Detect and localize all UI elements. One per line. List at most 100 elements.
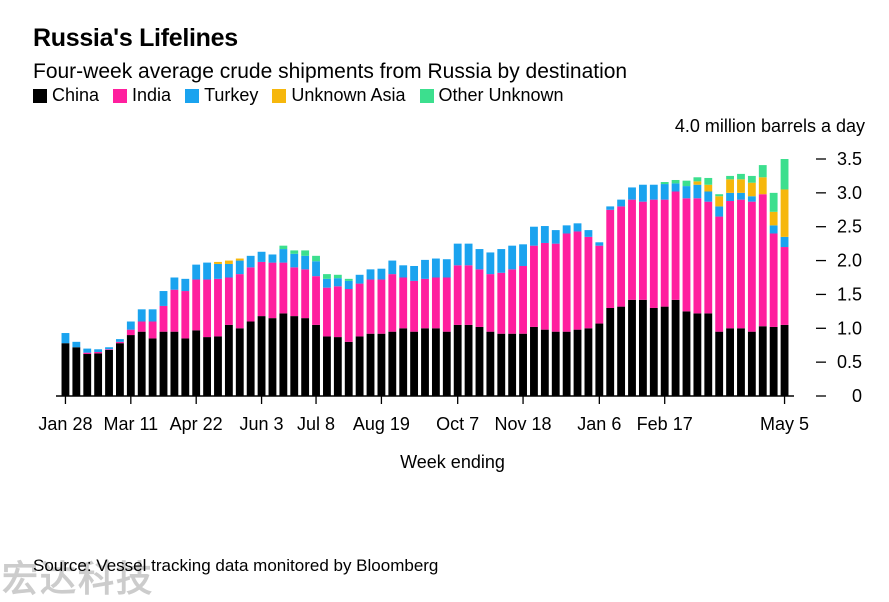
- bar-segment-india: [344, 289, 353, 342]
- bar-segment-india: [116, 341, 124, 344]
- bar-segment-china: [464, 324, 473, 396]
- y-tick-label: 3.5: [837, 149, 862, 169]
- bar-segment-turkey: [464, 243, 473, 266]
- bar-segment-china: [366, 333, 375, 396]
- bar-segment-china: [410, 331, 419, 396]
- bar-segment-india: [584, 236, 593, 329]
- x-tick-label: Feb 17: [637, 414, 693, 434]
- bar-segment-china: [72, 347, 81, 396]
- bar-segment-turkey: [170, 277, 179, 290]
- bar-segment-china: [170, 331, 179, 396]
- bar-segment-turkey: [638, 184, 647, 202]
- bar-segment-other-unknown: [747, 175, 756, 183]
- bar-segment-other-unknown: [279, 245, 288, 250]
- bar-segment-china: [562, 331, 571, 396]
- bar-segment-turkey: [747, 196, 756, 202]
- bar-segment-turkey: [519, 244, 527, 266]
- x-tick-label: Jan 28: [38, 414, 92, 434]
- bar-segment-turkey: [617, 199, 626, 207]
- bar-segment-turkey: [628, 187, 636, 200]
- bar-segment-turkey: [377, 268, 386, 280]
- bar-segment-other-unknown: [715, 194, 724, 197]
- bar-segment-india: [137, 321, 146, 332]
- bar-segment-turkey: [344, 280, 353, 290]
- bar-segment-unknown-asia: [693, 181, 702, 185]
- bar-segment-turkey: [497, 249, 506, 273]
- bar-segment-india: [649, 199, 658, 308]
- bar-segment-india: [671, 191, 680, 300]
- bar-segment-china: [693, 313, 702, 396]
- bar-segment-india: [203, 279, 212, 338]
- x-axis-title: Week ending: [0, 452, 889, 473]
- bar-segment-turkey: [421, 259, 429, 279]
- bar-segment-turkey: [388, 260, 397, 275]
- bar-segment-turkey: [431, 258, 440, 278]
- bar-segment-turkey: [715, 206, 724, 217]
- bar-segment-india: [693, 198, 702, 314]
- bar-segment-unknown-asia: [715, 196, 724, 207]
- bar-segment-china: [606, 307, 615, 396]
- bar-segment-unknown-asia: [769, 211, 778, 226]
- bar-segment-turkey: [562, 225, 571, 234]
- bar-segment-china: [726, 328, 734, 396]
- bar-segment-india: [715, 216, 724, 332]
- bar-segment-china: [682, 311, 691, 396]
- bar-segment-china: [214, 336, 222, 396]
- bar-segment-other-unknown: [301, 250, 310, 256]
- bar-segment-turkey: [410, 265, 419, 281]
- bar-segment-turkey: [235, 260, 244, 275]
- bar-segment-china: [540, 329, 549, 396]
- bar-segment-china: [105, 349, 113, 396]
- bar-segment-other-unknown: [671, 179, 680, 184]
- bar-segment-china: [137, 331, 146, 396]
- bar-segment-turkey: [682, 186, 691, 199]
- bar-segment-india: [224, 277, 233, 325]
- bar-segment-turkey: [126, 321, 135, 330]
- x-tick-label: Oct 7: [436, 414, 479, 434]
- bar-segment-india: [431, 277, 440, 329]
- bar-segment-turkey: [726, 192, 734, 201]
- bar-segment-unknown-asia: [758, 177, 767, 195]
- x-axis-title-text: Week ending: [400, 452, 505, 472]
- y-tick-label: 2.0: [837, 251, 862, 271]
- bar-segment-other-unknown: [726, 175, 734, 180]
- bar-segment-india: [148, 321, 157, 339]
- legend-swatch-turkey: [185, 88, 200, 103]
- y-tick-label: 1.0: [837, 318, 862, 338]
- bar-segment-india: [257, 261, 266, 317]
- x-tick-label: Nov 18: [495, 414, 552, 434]
- bar-segment-india: [747, 201, 756, 332]
- bar-segment-india: [388, 274, 397, 332]
- y-tick-label: 3.0: [837, 183, 862, 203]
- bar-segment-india: [235, 274, 244, 329]
- bar-segment-china: [290, 316, 299, 396]
- chart-subtitle: Four-week average crude shipments from R…: [33, 60, 628, 83]
- legend-label-china: China: [52, 85, 100, 105]
- bar-segment-china: [497, 333, 506, 396]
- bar-segment-china: [94, 353, 103, 396]
- bar-segment-india: [638, 201, 647, 300]
- bar-segment-china: [388, 331, 397, 396]
- bar-segment-india: [83, 352, 92, 355]
- bar-segment-india: [562, 233, 571, 332]
- bar-segment-india: [540, 242, 549, 330]
- bar-segment-india: [758, 194, 767, 327]
- bar-segment-unknown-asia: [235, 258, 244, 261]
- bar-segment-china: [126, 335, 135, 396]
- bar-segment-china: [617, 306, 626, 396]
- bar-segment-turkey: [181, 278, 190, 292]
- legend-item-india: India: [113, 85, 171, 106]
- bar-segment-india: [737, 199, 745, 329]
- bar-segment-turkey: [257, 251, 266, 262]
- bar-segment-china: [758, 326, 767, 396]
- bar-segment-india: [551, 243, 560, 332]
- bar-segment-india: [366, 279, 375, 334]
- bar-segment-china: [737, 328, 745, 396]
- x-tick-label: May 5: [760, 414, 809, 434]
- y-unit-label: 4.0 million barrels a day: [674, 116, 865, 136]
- bar-segment-china: [453, 324, 462, 396]
- bar-segment-other-unknown: [758, 165, 767, 178]
- bar-segment-turkey: [301, 255, 310, 270]
- bar-segment-turkey: [453, 243, 462, 266]
- bar-segment-india: [192, 279, 201, 331]
